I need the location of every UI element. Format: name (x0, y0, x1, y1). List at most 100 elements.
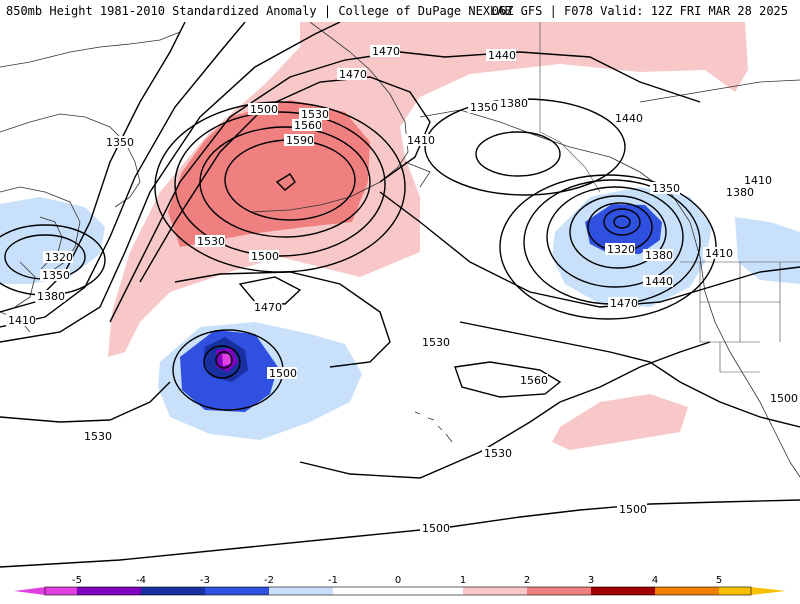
contour-label: 1500 (249, 250, 279, 263)
contour-label: 1350 (650, 182, 680, 195)
negative-anomaly-region-northeast-pacific-mid (585, 204, 662, 254)
contour-labels: 1470 1440 1470 1350 1380 1440 1500 1530 … (6, 45, 798, 535)
colorbar-segment (205, 587, 269, 595)
colorbar-tick: 1 (460, 575, 466, 586)
contour-label: 1470 (608, 297, 638, 310)
svg-text:1350: 1350 (652, 182, 680, 195)
svg-text:1410: 1410 (744, 174, 772, 187)
contour-low-center (613, 215, 631, 229)
contour-cp-low-center (215, 351, 233, 369)
model-run-info: 06Z GFS | F078 Valid: 12Z FRI MAR 28 202… (491, 4, 788, 18)
anomaly-colorbar: -5 -4 -3 -2 -1 0 1 2 3 4 5 (0, 572, 800, 600)
hawaii-islands (414, 411, 453, 443)
contour-1380-low (546, 186, 684, 288)
contour-1530-high (174, 111, 386, 257)
contour-label: 1440 (643, 275, 673, 288)
contour-cp-low-inner (203, 345, 241, 379)
svg-text:1530: 1530 (197, 235, 225, 248)
contour-label: 1470 (252, 301, 282, 314)
anomaly-shading (0, 22, 800, 450)
svg-text:1500: 1500 (619, 503, 647, 516)
svg-text:1440: 1440 (645, 275, 673, 288)
colorbar-tick: 0 (395, 575, 401, 586)
svg-text:1590: 1590 (286, 134, 314, 147)
svg-text:1560: 1560 (520, 374, 548, 387)
svg-text:1440: 1440 (615, 112, 643, 125)
contour-high-center (275, 173, 296, 191)
contour-1500-south (0, 499, 800, 568)
svg-text:1530: 1530 (422, 336, 450, 349)
contour-1410-north (0, 22, 341, 343)
colorbar-ticks: -5 -4 -3 -2 -1 0 1 2 3 4 5 (72, 575, 722, 586)
colorbar-segment (333, 587, 463, 595)
map-canvas: 1470 1440 1470 1350 1380 1440 1500 1530 … (0, 22, 800, 568)
svg-text:1470: 1470 (254, 301, 282, 314)
contour-label: 1470 (370, 45, 400, 58)
svg-text:1500: 1500 (422, 522, 450, 535)
colorbar-tick: 5 (716, 575, 722, 586)
svg-text:1530: 1530 (84, 430, 112, 443)
colorbar-segment (463, 587, 527, 595)
colorbar-tick: -2 (264, 575, 274, 586)
positive-anomaly-region-bering-core (168, 100, 370, 247)
colorbar-segment (591, 587, 655, 595)
colorbar-arrow-right (751, 587, 786, 595)
svg-text:1500: 1500 (770, 392, 798, 405)
colorbar-tick: -1 (328, 575, 338, 586)
svg-text:1410: 1410 (705, 247, 733, 260)
colorbar-segment (269, 587, 333, 595)
contour-label: 1350 (104, 136, 134, 149)
svg-text:1500: 1500 (251, 250, 279, 263)
svg-text:1470: 1470 (339, 68, 367, 81)
svg-text:1320: 1320 (607, 243, 635, 256)
contour-label: 1380 (35, 290, 65, 303)
north-america-coastline (639, 79, 800, 478)
svg-text:1350: 1350 (106, 136, 134, 149)
contour-1470-closed (238, 276, 302, 305)
colorbar-segments (14, 586, 786, 596)
contour-1350-low (569, 195, 667, 269)
svg-text:1320: 1320 (45, 251, 73, 264)
contour-label: 1410 (6, 314, 36, 327)
colorbar-outline (44, 586, 752, 596)
contour-label: 1380 (643, 249, 673, 262)
contour-label: 1320 (605, 243, 635, 256)
colorbar-segment (77, 587, 141, 595)
colorbar-tick: 2 (524, 575, 530, 586)
contour-label: 1530 (420, 336, 450, 349)
negative-anomaly-region-inland (735, 217, 800, 284)
svg-text:1380: 1380 (37, 290, 65, 303)
colorbar-tick: -5 (72, 575, 82, 586)
weather-map: 1470 1440 1470 1350 1380 1440 1500 1530 … (0, 22, 800, 572)
contour-label: 1380 (498, 97, 528, 110)
colorbar-segment (45, 587, 77, 595)
svg-text:1560: 1560 (294, 119, 322, 132)
colorbar-segment (141, 587, 205, 595)
negative-anomaly-region-central-pacific-peak (222, 354, 231, 366)
contour-1530-east (459, 321, 800, 428)
contour-label: 1440 (613, 112, 643, 125)
contour-label: 1410 (703, 247, 733, 260)
svg-text:1500: 1500 (250, 103, 278, 116)
contour-1560-closed (454, 361, 562, 398)
map-title: 850mb Height 1981-2010 Standardized Anom… (6, 4, 512, 18)
contour-label: 1500 (617, 503, 647, 516)
svg-text:1470: 1470 (610, 297, 638, 310)
svg-text:1350: 1350 (42, 269, 70, 282)
colorbar-arrow-left (14, 587, 45, 595)
svg-text:1380: 1380 (645, 249, 673, 262)
svg-text:1470: 1470 (372, 45, 400, 58)
positive-anomaly-region-southeast (552, 394, 688, 450)
map-header: 850mb Height 1981-2010 Standardized Anom… (0, 0, 800, 22)
contour-label: 1350 (468, 101, 498, 114)
colorbar-segment (655, 587, 719, 595)
colorbar-tick: 3 (588, 575, 594, 586)
contour-1470-northeast (379, 191, 800, 308)
contour-label: 1500 (267, 367, 297, 380)
contour-label: 1560 (518, 374, 548, 387)
svg-text:1350: 1350 (470, 101, 498, 114)
contour-1290-low (603, 208, 641, 236)
contour-label: 1350 (40, 269, 70, 282)
svg-text:1410: 1410 (8, 314, 36, 327)
colorbar-segment (527, 587, 591, 595)
